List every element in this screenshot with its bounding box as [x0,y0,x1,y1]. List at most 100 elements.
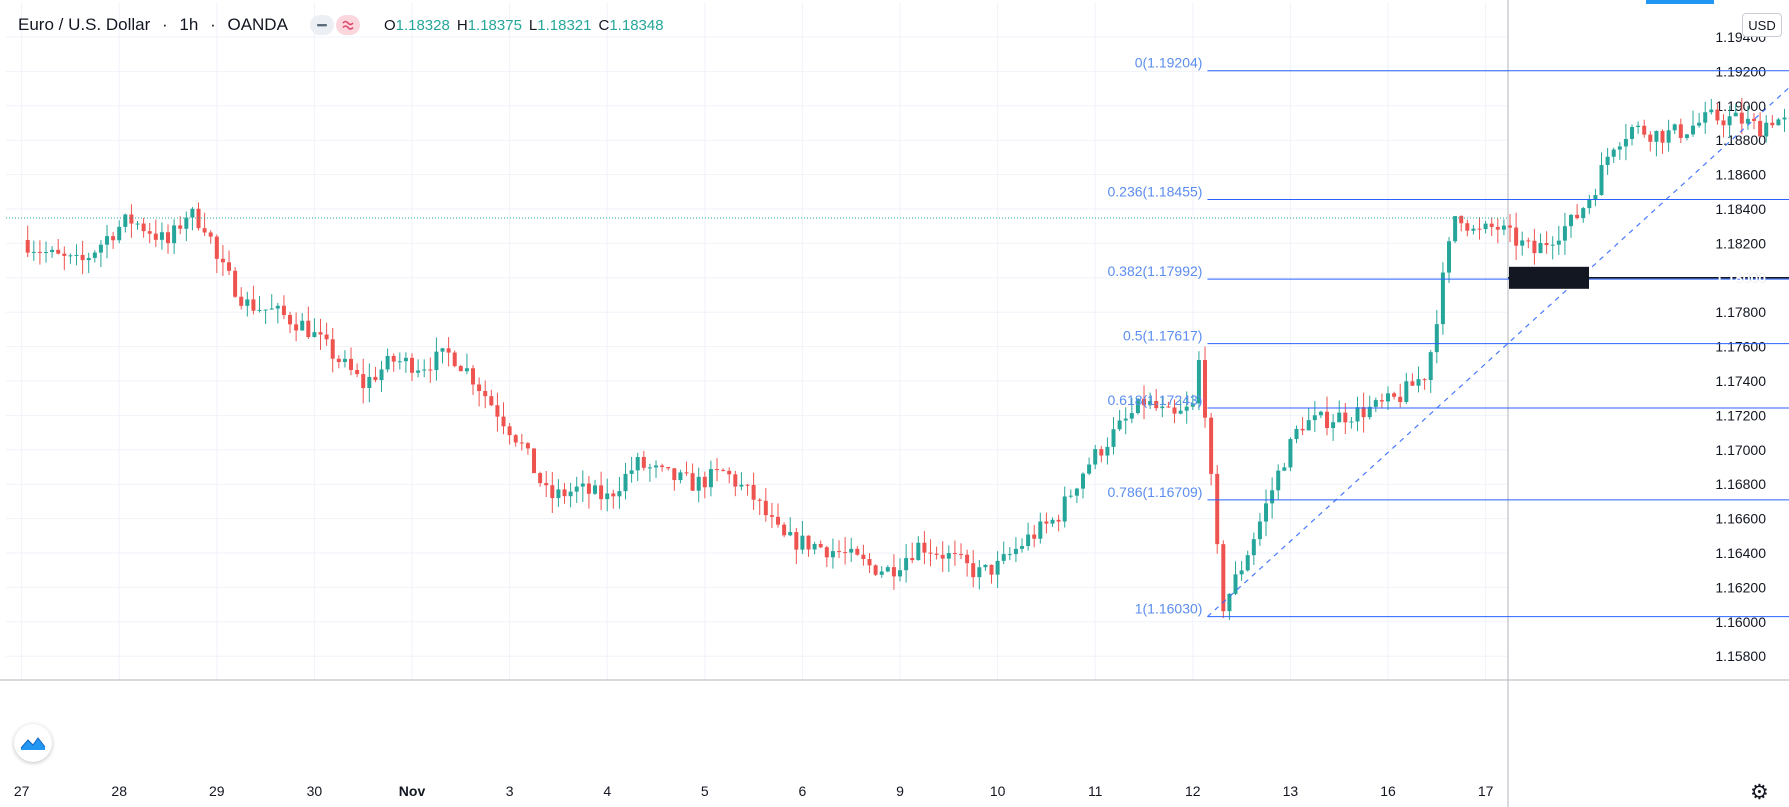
candle-body [1294,428,1299,440]
candle-body [385,355,390,370]
fib-level-label: 1(1.16030) [1135,601,1203,617]
interval-label[interactable]: 1h [179,15,199,34]
ohlc-key-h: H [456,16,468,34]
candle-body [983,564,988,568]
x-tick-label: 30 [307,783,323,799]
candle-body [1184,406,1189,411]
candle-body [1331,422,1336,428]
candle-body [751,484,756,500]
gear-icon[interactable]: ⚙ [1750,781,1769,804]
approx-icon[interactable] [335,15,360,35]
candle-body [1142,398,1147,406]
candle-body [696,476,701,491]
candle-body [483,391,488,397]
candle-body [702,476,707,488]
candle-body [190,208,195,218]
fib-level-label: 0.236(1.18455) [1107,184,1202,200]
candle-body [471,368,476,385]
candle-body [1666,130,1671,143]
candle-body [1697,122,1702,126]
candle-body [946,553,951,559]
candle-body [92,252,97,258]
x-tick-label: 11 [1088,783,1103,799]
candle-body [593,485,598,494]
ohlc-values: O1.18328 H1.18375 L1.18321 C1.18348 [384,17,664,34]
candle-body [263,309,268,311]
candle-body [1648,134,1653,142]
candle-body [867,559,872,566]
candle-body [312,332,317,337]
candle-body [355,369,360,375]
candle-body [257,309,262,311]
candle-body [1544,242,1549,246]
candle-body [1154,400,1159,409]
y-tick-label: 1.17200 [1715,407,1766,423]
tradingview-logo-icon[interactable] [14,724,52,762]
candle-body [349,358,354,370]
candle-body [1428,352,1433,381]
candle-body [1203,359,1208,418]
candle-body [635,456,640,471]
candle-body [672,468,677,481]
candle-body [647,467,652,469]
candle-body [25,239,30,253]
candle-body [135,223,140,225]
candle-body [1386,393,1391,402]
symbol-title: Euro / U.S. Dollar · 1h · OANDA [18,15,288,34]
candle-body [1727,116,1732,126]
candle-body [153,233,158,240]
candle-body [208,232,213,237]
candle-body [1404,381,1409,403]
candle-body [538,473,543,484]
candle-body [1617,146,1622,150]
fib-level-label: 0(1.19204) [1135,55,1203,71]
candle-body [550,485,555,499]
candle-body [739,484,744,487]
candle-body [1117,420,1122,430]
candle-body [745,484,750,486]
candle-body [959,553,964,555]
candle-body [1245,555,1250,571]
candle-body [916,542,921,561]
candle-body [1599,165,1604,196]
currency-button[interactable]: USD [1742,13,1782,37]
x-tick-label: 6 [799,783,807,799]
candle-body [1556,240,1561,245]
candle-body [1355,407,1360,422]
candle-body [300,320,305,331]
candle-body [275,305,280,309]
minus-icon[interactable] [309,15,334,35]
fib-level-label: 0.382(1.17992) [1107,263,1202,279]
y-tick-label: 1.17400 [1715,373,1766,389]
candle-body [623,473,628,492]
candle-body [1410,381,1415,386]
candle-body [873,565,878,575]
candle-body [556,489,561,499]
candle-body [1270,490,1275,504]
candle-body [1453,216,1458,242]
candle-body [904,558,909,571]
candle-body [824,547,829,558]
candle-body [117,226,122,241]
candle-body [891,567,896,577]
candle-body [1306,420,1311,431]
candle-body [1495,226,1500,230]
candle-body [178,225,183,229]
candle-body [1367,406,1372,418]
candle-body [239,296,244,306]
candle-body [977,567,982,578]
candle-body [1001,554,1006,561]
candle-body [1709,109,1714,113]
candle-body [1739,112,1744,124]
candle-body [397,361,402,363]
candle-body [965,554,970,564]
candle-body [1148,400,1153,406]
symbol-name[interactable]: Euro / U.S. Dollar [18,15,151,34]
fib-level-label: 0.618(1.17243) [1107,392,1202,408]
candle-body [769,515,774,517]
candle-body [214,236,219,259]
candle-body [403,357,408,362]
candle-body [1221,544,1226,612]
candle-body [708,469,713,488]
